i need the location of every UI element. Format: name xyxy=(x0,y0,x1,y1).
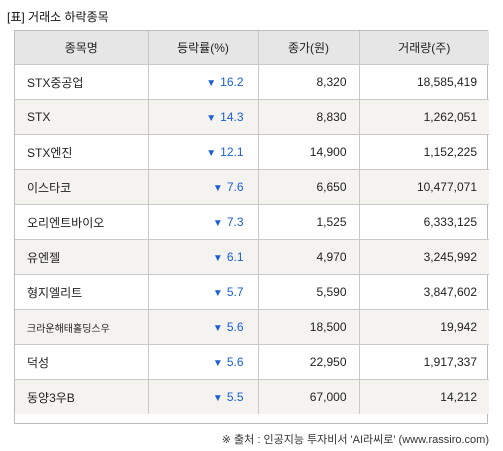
stock-name-cell: 동양3우B xyxy=(15,379,149,414)
down-arrow-icon: ▼ xyxy=(206,148,217,159)
table-row: 오리엔트바이오 ▼ 7.3 1,525 6,333,125 xyxy=(15,204,489,240)
change-rate-value: 7.3 xyxy=(226,215,244,229)
table-row: STX엔진 ▼ 12.1 14,900 1,152,225 xyxy=(15,134,489,170)
change-rate-value: 14.3 xyxy=(220,110,244,124)
header-change-rate: 등락률(%) xyxy=(147,31,259,65)
change-rate-cell: ▼ 7.6 xyxy=(147,169,259,205)
table-row: STX ▼ 14.3 8,830 1,262,051 xyxy=(15,99,489,135)
close-price-cell: 18,500 xyxy=(257,309,360,345)
header-stock-name: 종목명 xyxy=(15,31,149,65)
close-price-cell: 5,590 xyxy=(257,274,360,310)
close-price-cell: 4,970 xyxy=(257,239,360,275)
change-rate-cell: ▼ 12.1 xyxy=(147,134,259,170)
change-rate-cell: ▼ 5.7 xyxy=(147,274,259,310)
table-row: 유엔젤 ▼ 6.1 4,970 3,245,992 xyxy=(15,239,489,275)
change-rate-value: 7.6 xyxy=(226,180,244,194)
down-arrow-icon: ▼ xyxy=(212,218,223,229)
change-rate-cell: ▼ 16.2 xyxy=(147,64,259,100)
table-row: 크라운해태홀딩스우 ▼ 5.6 18,500 19,942 xyxy=(15,309,489,345)
change-rate-cell: ▼ 14.3 xyxy=(147,99,259,135)
change-rate-value: 16.2 xyxy=(220,75,244,89)
falling-stocks-table: 종목명 등락률(%) 종가(원) 거래량(주) STX중공업 ▼ 16.2 8,320… xyxy=(15,31,489,414)
down-arrow-icon: ▼ xyxy=(212,288,223,299)
close-price-cell: 14,900 xyxy=(257,134,360,170)
stock-name-cell: 크라운해태홀딩스우 xyxy=(15,309,149,345)
table-row: 이스타코 ▼ 7.6 6,650 10,477,071 xyxy=(15,169,489,205)
change-rate-value: 12.1 xyxy=(220,145,244,159)
change-rate-value: 5.7 xyxy=(226,285,244,299)
down-arrow-icon: ▼ xyxy=(212,393,223,404)
stock-name-cell: 형지엘리트 xyxy=(15,274,149,310)
down-arrow-icon: ▼ xyxy=(206,78,217,89)
volume-cell: 10,477,071 xyxy=(358,169,489,205)
volume-cell: 6,333,125 xyxy=(358,204,489,240)
stock-name-cell: STX엔진 xyxy=(15,134,149,170)
change-rate-cell: ▼ 6.1 xyxy=(147,239,259,275)
table-row: 형지엘리트 ▼ 5.7 5,590 3,847,602 xyxy=(15,274,489,310)
volume-cell: 1,262,051 xyxy=(358,99,489,135)
down-arrow-icon: ▼ xyxy=(212,253,223,264)
stock-table-frame: 종목명 등락률(%) 종가(원) 거래량(주) STX중공업 ▼ 16.2 8,320… xyxy=(14,30,489,424)
down-arrow-icon: ▼ xyxy=(212,358,223,369)
down-arrow-icon: ▼ xyxy=(212,183,223,194)
close-price-cell: 8,830 xyxy=(257,99,360,135)
volume-cell: 1,917,337 xyxy=(358,344,489,380)
stock-name-cell: 유엔젤 xyxy=(15,239,149,275)
close-price-cell: 1,525 xyxy=(257,204,360,240)
header-volume: 거래량(주) xyxy=(358,31,489,65)
table-title: [표] 거래소 하락종목 xyxy=(7,10,109,24)
close-price-cell: 6,650 xyxy=(257,169,360,205)
table-header-row: 종목명 등락률(%) 종가(원) 거래량(주) xyxy=(15,31,489,65)
stock-name-cell: 오리엔트바이오 xyxy=(15,204,149,240)
table-row: 덕성 ▼ 5.6 22,950 1,917,337 xyxy=(15,344,489,380)
volume-cell: 3,245,992 xyxy=(358,239,489,275)
change-rate-cell: ▼ 7.3 xyxy=(147,204,259,240)
stock-name-cell: 덕성 xyxy=(15,344,149,380)
volume-cell: 14,212 xyxy=(358,379,489,414)
volume-cell: 19,942 xyxy=(358,309,489,345)
volume-cell: 3,847,602 xyxy=(358,274,489,310)
change-rate-value: 5.6 xyxy=(226,355,244,369)
down-arrow-icon: ▼ xyxy=(212,323,223,334)
change-rate-value: 5.6 xyxy=(226,320,244,334)
volume-cell: 18,585,419 xyxy=(358,64,489,100)
stock-name-cell: 이스타코 xyxy=(15,169,149,205)
header-close-price: 종가(원) xyxy=(257,31,360,65)
change-rate-cell: ▼ 5.6 xyxy=(147,309,259,345)
down-arrow-icon: ▼ xyxy=(206,113,217,124)
table-row: STX중공업 ▼ 16.2 8,320 18,585,419 xyxy=(15,64,489,100)
change-rate-cell: ▼ 5.5 xyxy=(147,379,259,414)
source-credit: ※ 출처 : 인공지능 투자비서 'AI라씨로' (www.rassiro.co… xyxy=(221,434,489,446)
stock-name-cell: STX중공업 xyxy=(15,64,149,100)
table-row: 동양3우B ▼ 5.5 67,000 14,212 xyxy=(15,379,489,414)
close-price-cell: 8,320 xyxy=(257,64,360,100)
close-price-cell: 67,000 xyxy=(257,379,360,414)
change-rate-value: 6.1 xyxy=(226,250,244,264)
change-rate-cell: ▼ 5.6 xyxy=(147,344,259,380)
close-price-cell: 22,950 xyxy=(257,344,360,380)
change-rate-value: 5.5 xyxy=(226,390,244,404)
stock-name-cell: STX xyxy=(15,99,149,135)
volume-cell: 1,152,225 xyxy=(358,134,489,170)
